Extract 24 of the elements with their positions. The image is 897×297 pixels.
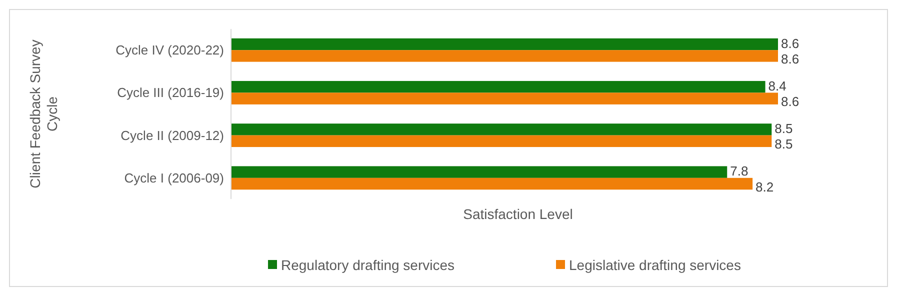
bar bbox=[231, 178, 753, 190]
data-label: 8.6 bbox=[781, 94, 800, 110]
y-tick-label: Cycle II (2009-12) bbox=[120, 128, 224, 143]
data-label: 8.5 bbox=[774, 120, 793, 136]
y-tick-label: Cycle IV (2020-22) bbox=[116, 42, 224, 58]
x-axis-title: Satisfaction Level bbox=[463, 206, 573, 222]
bar bbox=[231, 166, 728, 178]
bar bbox=[231, 124, 772, 136]
bar bbox=[231, 38, 778, 50]
bar bbox=[231, 92, 778, 104]
data-label: 8.2 bbox=[756, 179, 774, 194]
data-label: 7.8 bbox=[730, 164, 748, 179]
y-axis-title: Client Feedback Survey Cycle bbox=[27, 40, 60, 188]
legend-label: Regulatory drafting services bbox=[281, 256, 455, 273]
y-tick-label: Cycle I (2006-09) bbox=[124, 170, 224, 186]
bar bbox=[231, 50, 778, 62]
legend-label: Legislative drafting services bbox=[569, 256, 741, 273]
data-label: 8.6 bbox=[781, 36, 800, 51]
bar bbox=[231, 80, 766, 93]
data-label: 8.6 bbox=[781, 52, 800, 66]
data-label: 8.4 bbox=[768, 78, 786, 94]
bar bbox=[231, 135, 772, 148]
data-label: 8.5 bbox=[774, 136, 793, 152]
y-tick-label: Cycle III (2016-19) bbox=[117, 85, 224, 100]
